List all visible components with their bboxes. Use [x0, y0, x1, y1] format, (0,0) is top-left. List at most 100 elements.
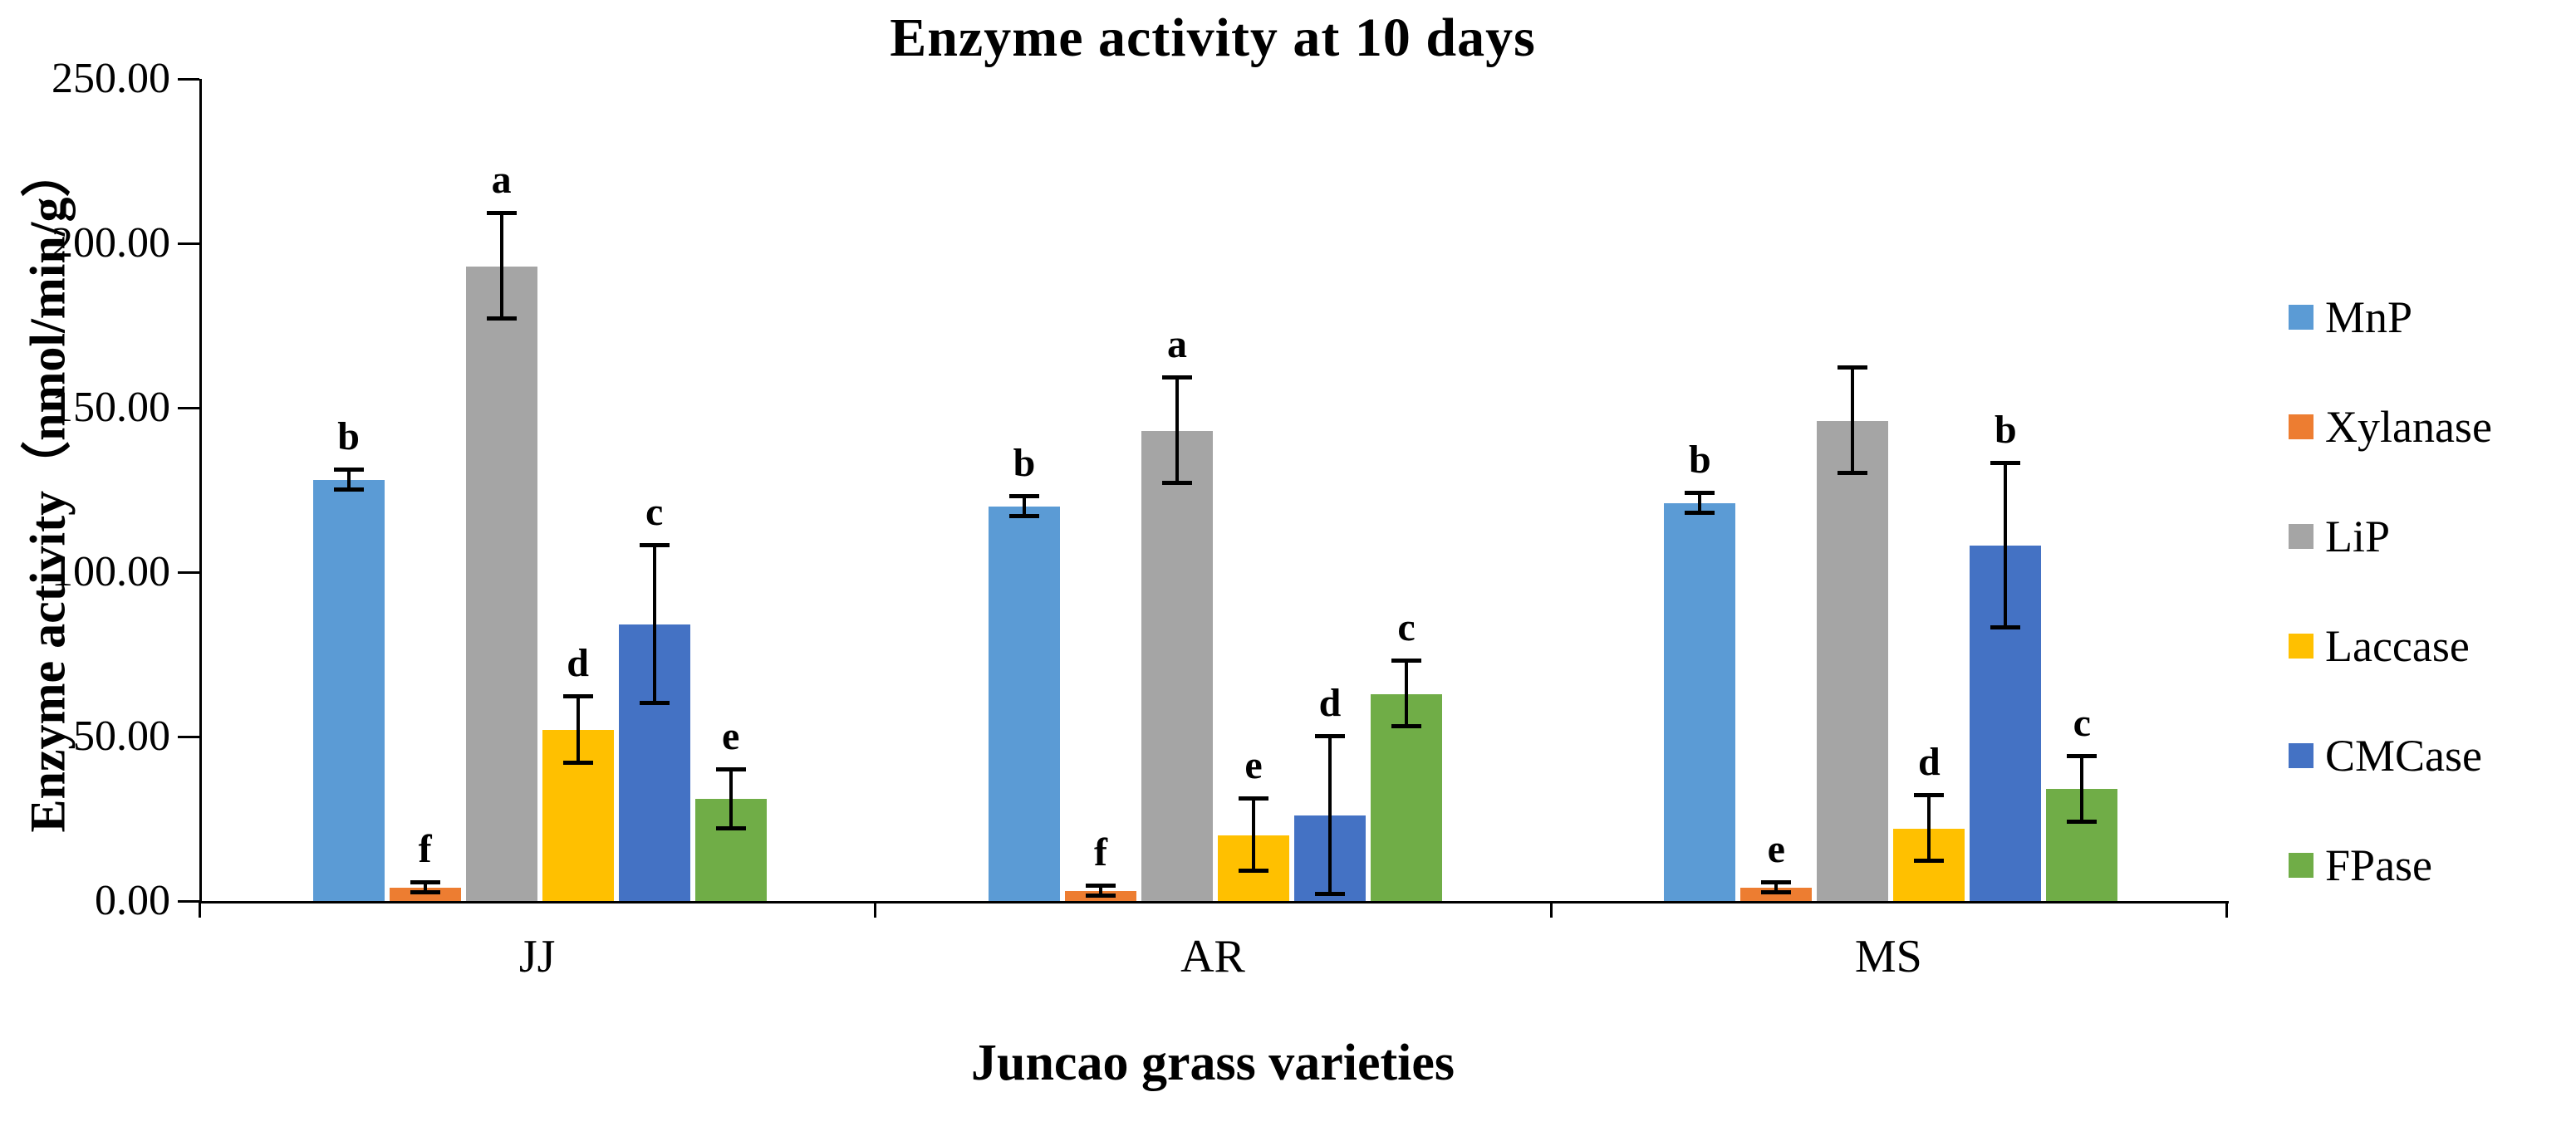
bar-ar-lip: [1141, 430, 1213, 901]
error-bar: [1698, 492, 1702, 513]
error-bar: [1327, 737, 1332, 895]
significance-letter: b: [1013, 440, 1036, 485]
error-bar-cap-top: [1761, 880, 1792, 885]
error-bar-cap-bottom: [1990, 625, 2021, 630]
legend: MnP Xylanase LiP Laccase CMCase FPase: [2289, 292, 2492, 890]
error-bar: [1022, 496, 1026, 517]
error-bar-cap-top: [715, 766, 746, 771]
legend-label-fpase: FPase: [2325, 840, 2433, 890]
significance-letter: c: [2073, 700, 2091, 745]
bar-jj-lip: [465, 266, 537, 901]
legend-item-xylanase: Xylanase: [2289, 402, 2492, 452]
legend-item-mnp: MnP: [2289, 292, 2492, 342]
bar-cell-ar-laccase: e: [1217, 79, 1289, 901]
significance-letter: b: [1688, 437, 1711, 482]
chart-title: Enzyme activity at 10 days: [890, 7, 1536, 68]
error-bar-cap-top: [1085, 884, 1116, 889]
significance-letter: e: [722, 713, 740, 758]
error-bar: [2004, 463, 2008, 629]
x-tick-mark: [874, 901, 877, 918]
y-tick-label: 100.00: [52, 548, 170, 595]
significance-letter: c: [645, 490, 664, 535]
error-bar: [1404, 660, 1408, 727]
bar-cell-ms-cmcase: b: [1970, 79, 2042, 901]
error-bar: [2080, 756, 2084, 822]
significance-letter: d: [1318, 681, 1342, 725]
x-category-label-ar: AR: [1180, 931, 1245, 982]
significance-letter: a: [1166, 322, 1187, 367]
bar-cell-ms-lip: [1817, 79, 1889, 901]
legend-label-cmcase: CMCase: [2325, 731, 2482, 781]
error-bar: [729, 769, 733, 829]
error-bar-cap-top: [1008, 493, 1039, 498]
bar-cell-ar-cmcase: d: [1293, 79, 1366, 901]
significance-letter: e: [1767, 827, 1785, 872]
error-bar: [1774, 883, 1779, 894]
bar-cell-jj-mnp: b: [312, 79, 385, 901]
error-bar-cap-top: [639, 543, 670, 548]
error-bar-cap-top: [1314, 734, 1345, 738]
error-bar-cap-top: [1914, 793, 1945, 798]
bar-cell-jj-fpase: e: [694, 79, 767, 901]
significance-letter: b: [337, 414, 361, 459]
bar-cell-jj-laccase: d: [542, 79, 614, 901]
error-bar-cap-bottom: [639, 701, 670, 706]
error-bar: [1175, 378, 1179, 484]
bar-ms-lip: [1817, 420, 1889, 901]
significance-letter: f: [418, 827, 432, 872]
legend-item-cmcase: CMCase: [2289, 731, 2492, 781]
x-tick-mark: [2225, 901, 2228, 918]
error-bar-cap-top: [1161, 375, 1192, 380]
bar-cell-ar-lip: a: [1141, 79, 1213, 901]
legend-swatch-mnp: [2289, 305, 2313, 330]
y-tick-mark: [178, 78, 199, 81]
legend-label-mnp: MnP: [2325, 292, 2413, 342]
bar-cell-ms-xylanase: e: [1740, 79, 1813, 901]
error-bar: [652, 546, 656, 704]
error-bar-cap-top: [1838, 365, 1868, 370]
error-bar: [423, 883, 427, 894]
legend-item-laccase: Laccase: [2289, 621, 2492, 671]
error-bar: [346, 470, 351, 490]
error-bar-cap-bottom: [1838, 471, 1868, 476]
legend-swatch-lip: [2289, 524, 2313, 549]
y-tick-mark: [178, 242, 199, 245]
error-bar: [576, 697, 580, 763]
legend-item-fpase: FPase: [2289, 840, 2492, 890]
bar-group-ms: b e d b c: [1553, 79, 2229, 901]
bar-ar-mnp: [988, 506, 1060, 901]
error-bar-cap-top: [1990, 461, 2021, 466]
bar-cell-ms-laccase: d: [1893, 79, 1965, 901]
error-bar: [499, 213, 503, 320]
legend-swatch-cmcase: [2289, 743, 2313, 768]
significance-letter: c: [1397, 605, 1416, 649]
y-tick-mark: [178, 900, 199, 903]
error-bar-cap-bottom: [715, 825, 746, 830]
legend-swatch-fpase: [2289, 853, 2313, 878]
plot-area: b f a d c e b f a e d c b e d b c: [199, 79, 2229, 903]
x-category-label-jj: JJ: [518, 931, 556, 982]
y-tick-mark: [178, 736, 199, 738]
significance-letter: b: [1994, 408, 2017, 453]
bar-cell-jj-xylanase: f: [389, 79, 461, 901]
y-tick-label: 200.00: [52, 219, 170, 267]
significance-letter: f: [1093, 830, 1107, 875]
bar-cell-ms-mnp: b: [1664, 79, 1736, 901]
error-bar-cap-top: [1391, 658, 1421, 663]
x-axis-title: Juncao grass varieties: [970, 1035, 1455, 1091]
error-bar-cap-top: [1238, 796, 1268, 801]
error-bar-cap-top: [1685, 490, 1715, 495]
bar-cell-ms-fpase: c: [2046, 79, 2118, 901]
error-bar: [1927, 796, 1931, 862]
error-bar-cap-bottom: [1314, 892, 1345, 897]
bar-cell-ar-xylanase: f: [1064, 79, 1136, 901]
bar-group-jj: b f a d c e: [202, 79, 877, 901]
error-bar-cap-bottom: [1761, 890, 1792, 895]
error-bar-cap-bottom: [1161, 481, 1192, 486]
error-bar-cap-top: [333, 468, 364, 473]
error-bar-cap-bottom: [562, 760, 593, 765]
error-bar-cap-bottom: [333, 487, 364, 492]
significance-letter: e: [1244, 743, 1263, 788]
y-tick-mark: [178, 407, 199, 409]
